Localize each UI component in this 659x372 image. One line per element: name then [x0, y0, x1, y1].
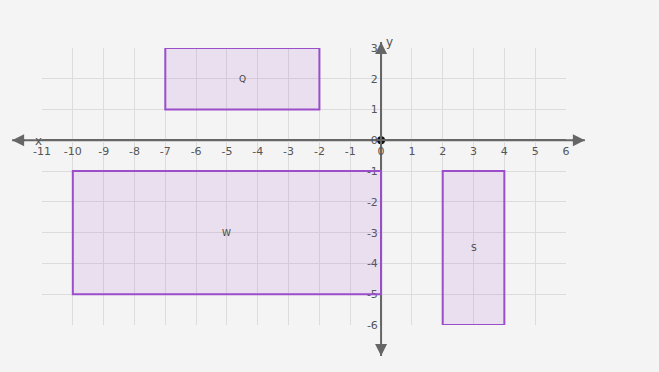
svg-text:3: 3 [470, 145, 477, 158]
svg-text:-6: -6 [191, 145, 202, 158]
svg-text:0: 0 [378, 145, 385, 158]
svg-text:-10: -10 [64, 145, 82, 158]
svg-text:-5: -5 [221, 145, 232, 158]
svg-text:Q: Q [239, 74, 246, 84]
svg-text:x: x [35, 134, 42, 148]
svg-text:5: 5 [532, 145, 539, 158]
svg-text:-2: -2 [367, 196, 378, 209]
svg-text:-3: -3 [283, 145, 294, 158]
svg-text:2: 2 [439, 145, 446, 158]
svg-text:-4: -4 [252, 145, 263, 158]
svg-text:-11: -11 [33, 145, 51, 158]
svg-text:-1: -1 [345, 145, 356, 158]
svg-text:1: 1 [408, 145, 415, 158]
svg-text:-7: -7 [160, 145, 171, 158]
svg-text:3: 3 [371, 42, 378, 55]
svg-text:-1: -1 [367, 165, 378, 178]
svg-text:6: 6 [563, 145, 570, 158]
svg-text:W: W [222, 228, 231, 238]
svg-text:-8: -8 [129, 145, 140, 158]
svg-text:-2: -2 [314, 145, 325, 158]
svg-text:-9: -9 [98, 145, 109, 158]
svg-text:S: S [471, 243, 477, 253]
svg-text:4: 4 [501, 145, 508, 158]
svg-text:-5: -5 [367, 288, 378, 301]
svg-text:y: y [386, 35, 393, 49]
svg-text:2: 2 [371, 73, 378, 86]
svg-text:-3: -3 [367, 227, 378, 240]
svg-text:0: 0 [371, 134, 378, 147]
svg-text:-6: -6 [367, 319, 378, 332]
svg-text:1: 1 [371, 103, 378, 116]
svg-text:-4: -4 [367, 257, 378, 270]
